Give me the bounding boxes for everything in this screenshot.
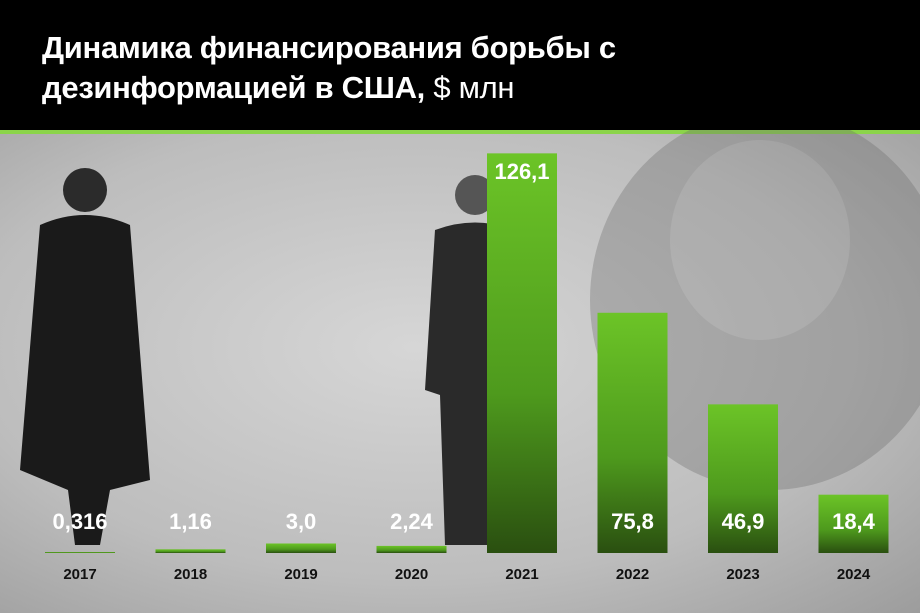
banknote-portrait (590, 110, 920, 490)
x-tick-label: 2018 (174, 566, 207, 583)
value-label: 75,8 (611, 509, 654, 534)
value-label: 3,0 (286, 509, 317, 534)
value-label: 46,9 (722, 509, 765, 534)
x-tick-label: 2022 (616, 566, 649, 583)
x-tick-label: 2017 (63, 566, 96, 583)
x-tick-label: 2023 (726, 566, 759, 583)
header-rule (0, 130, 920, 134)
bar (266, 543, 336, 553)
value-label: 1,16 (169, 509, 212, 534)
bar (818, 494, 889, 553)
bar (487, 153, 557, 554)
bar (376, 545, 447, 553)
x-tick-label: 2020 (395, 566, 428, 583)
bar (155, 549, 226, 553)
bar (45, 551, 115, 553)
value-label: 2,24 (390, 509, 434, 534)
value-label: 126,1 (494, 159, 549, 184)
title-text: Динамика финансирования борьбы с дезинфо… (42, 30, 616, 105)
unit-text: $ млн (433, 70, 515, 105)
value-label: 18,4 (832, 509, 876, 534)
value-label: 0,316 (52, 509, 107, 534)
bar (708, 404, 778, 553)
chart-title: Динамика финансирования борьбы с дезинфо… (42, 28, 682, 108)
header: Динамика финансирования борьбы с дезинфо… (0, 0, 920, 130)
x-tick-label: 2021 (505, 566, 538, 583)
bar (597, 312, 668, 553)
x-tick-label: 2019 (284, 566, 317, 583)
x-tick-label: 2024 (837, 566, 871, 583)
figure-left (20, 168, 150, 545)
